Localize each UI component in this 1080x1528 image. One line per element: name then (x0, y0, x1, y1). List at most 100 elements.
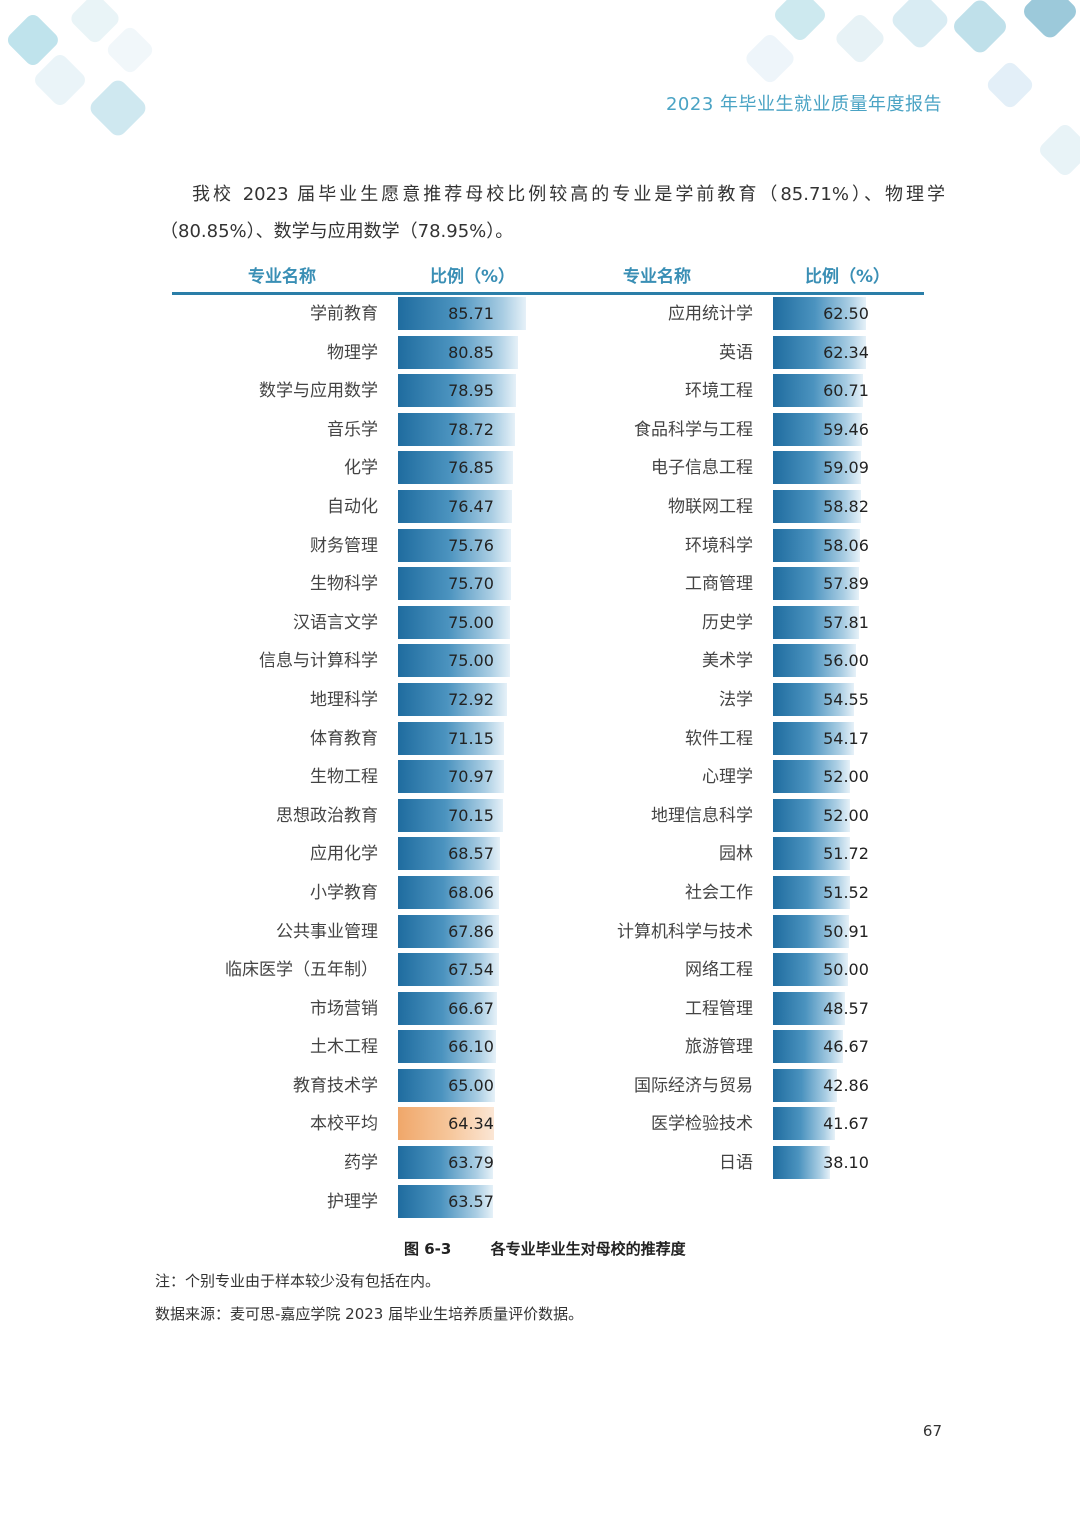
major-bar (773, 412, 862, 446)
bar-row: 学前教育 85.71 (160, 295, 540, 334)
major-name-label: 英语 (719, 342, 753, 363)
bar-row: 国际经济与贸易 42.86 (535, 1067, 915, 1106)
major-name-label: 环境工程 (685, 381, 753, 402)
bar-value-label: 63.79 (448, 1153, 494, 1173)
major-bar (773, 1146, 830, 1180)
bar-row: 财务管理 75.76 (160, 527, 540, 566)
major-bar (773, 721, 854, 755)
major-name-label: 物联网工程 (668, 496, 753, 517)
bar-value-label: 57.81 (823, 612, 869, 632)
major-bar (773, 567, 860, 601)
bar-value-label: 68.06 (448, 882, 494, 902)
major-name-label: 财务管理 (310, 535, 378, 556)
bar-value-label: 70.15 (448, 805, 494, 825)
bar-row: 生物工程 70.97 (160, 758, 540, 797)
bar-value-label: 46.67 (823, 1037, 869, 1057)
right-col-name-header: 专业名称 (623, 267, 691, 287)
major-name-label: 医学检验技术 (651, 1114, 753, 1135)
major-bar (773, 528, 860, 562)
bar-row: 汉语言文学 75.00 (160, 604, 540, 643)
major-bar (773, 297, 867, 330)
bar-row: 历史学 57.81 (535, 604, 915, 643)
bar-value-label: 51.72 (823, 844, 869, 864)
left-bar-column: 学前教育 85.71 物理学 80.85 数学与应用数学 78.95 音乐学 78.72 化学 7… (160, 295, 540, 1221)
major-name-label: 地理科学 (310, 689, 378, 710)
bar-row: 应用统计学 62.50 (535, 295, 915, 334)
major-name-label: 本校平均 (310, 1114, 378, 1135)
right-col-value-header: 比例（%） (805, 267, 891, 287)
major-bar (773, 914, 849, 948)
bar-value-label: 85.71 (448, 304, 494, 323)
major-bar (398, 682, 507, 716)
bar-row: 环境科学 58.06 (535, 527, 915, 566)
bar-row: 工程管理 48.57 (535, 990, 915, 1029)
major-name-label: 环境科学 (685, 535, 753, 556)
bar-value-label: 52.00 (823, 767, 869, 787)
major-name-label: 网络工程 (685, 960, 753, 981)
figure-caption: 图 6-3 各专业毕业生对母校的推荐度 (404, 1238, 686, 1259)
major-bar (398, 1068, 495, 1102)
major-name-label: 思想政治教育 (276, 805, 378, 826)
bar-value-label: 57.89 (823, 574, 869, 594)
major-name-label: 化学 (344, 458, 378, 479)
major-bar (398, 451, 513, 485)
bar-value-label: 67.86 (448, 921, 494, 941)
major-bar (773, 1107, 836, 1141)
right-bar-column: 应用统计学 62.50 英语 62.34 环境工程 60.71 食品科学与工程 59.46 电子… (535, 295, 915, 1183)
major-name-label: 自动化 (327, 496, 378, 517)
bar-row: 计算机科学与技术 50.91 (535, 913, 915, 952)
major-bar (398, 1146, 494, 1180)
major-name-label: 信息与计算科学 (259, 651, 378, 672)
bar-value-label: 59.46 (823, 419, 869, 439)
major-bar (773, 991, 846, 1025)
bar-value-label: 62.50 (823, 304, 869, 323)
left-col-value-header: 比例（%） (430, 267, 516, 287)
major-bar (773, 875, 850, 909)
bar-row: 公共事业管理 67.86 (160, 913, 540, 952)
major-bar (773, 644, 857, 678)
major-name-label: 电子信息工程 (651, 458, 753, 479)
bar-row: 物理学 80.85 (160, 334, 540, 373)
data-source-note: 数据来源：麦可思-嘉应学院 2023 届毕业生培养质量评价数据。 (155, 1305, 584, 1323)
bar-row: 医学检验技术 41.67 (535, 1105, 915, 1144)
bar-row: 应用化学 68.57 (160, 835, 540, 874)
major-name-label: 应用化学 (310, 844, 378, 865)
bar-value-label: 54.55 (823, 689, 869, 709)
major-name-label: 计算机科学与技术 (617, 921, 753, 942)
figure-title: 各专业毕业生对母校的推荐度 (490, 1240, 686, 1258)
major-bar (773, 837, 851, 871)
bar-value-label: 70.97 (448, 767, 494, 787)
major-name-label: 教育技术学 (293, 1075, 378, 1096)
major-bar (398, 953, 499, 987)
bar-value-label: 72.92 (448, 689, 494, 709)
bar-row: 土木工程 66.10 (160, 1028, 540, 1067)
header-rule (172, 292, 924, 295)
page-number: 67 (922, 1422, 942, 1440)
bar-row: 信息与计算科学 75.00 (160, 642, 540, 681)
bar-value-label: 60.71 (823, 381, 869, 401)
major-name-label: 汉语言文学 (293, 612, 378, 633)
major-bar (398, 721, 504, 755)
major-bar (773, 374, 864, 408)
bar-value-label: 78.95 (448, 381, 494, 401)
major-name-label: 软件工程 (685, 728, 753, 749)
average-bar (398, 1107, 494, 1141)
major-bar (398, 760, 504, 794)
major-bar (398, 489, 512, 523)
bar-value-label: 50.00 (823, 960, 869, 980)
bar-value-label: 76.47 (448, 496, 494, 516)
bar-row: 体育教育 71.15 (160, 720, 540, 759)
major-name-label: 市场营销 (310, 998, 378, 1019)
major-name-label: 物理学 (327, 342, 378, 363)
major-name-label: 工程管理 (685, 998, 753, 1019)
bar-value-label: 58.06 (823, 535, 869, 555)
major-name-label: 国际经济与贸易 (634, 1075, 753, 1096)
major-name-label: 历史学 (702, 612, 753, 633)
bar-row: 教育技术学 65.00 (160, 1067, 540, 1106)
bar-row: 社会工作 51.52 (535, 874, 915, 913)
bar-value-label: 58.82 (823, 496, 869, 516)
major-bar (773, 451, 862, 485)
bar-value-label: 78.72 (448, 419, 494, 439)
major-bar (773, 605, 860, 639)
bar-row: 地理科学 72.92 (160, 681, 540, 720)
